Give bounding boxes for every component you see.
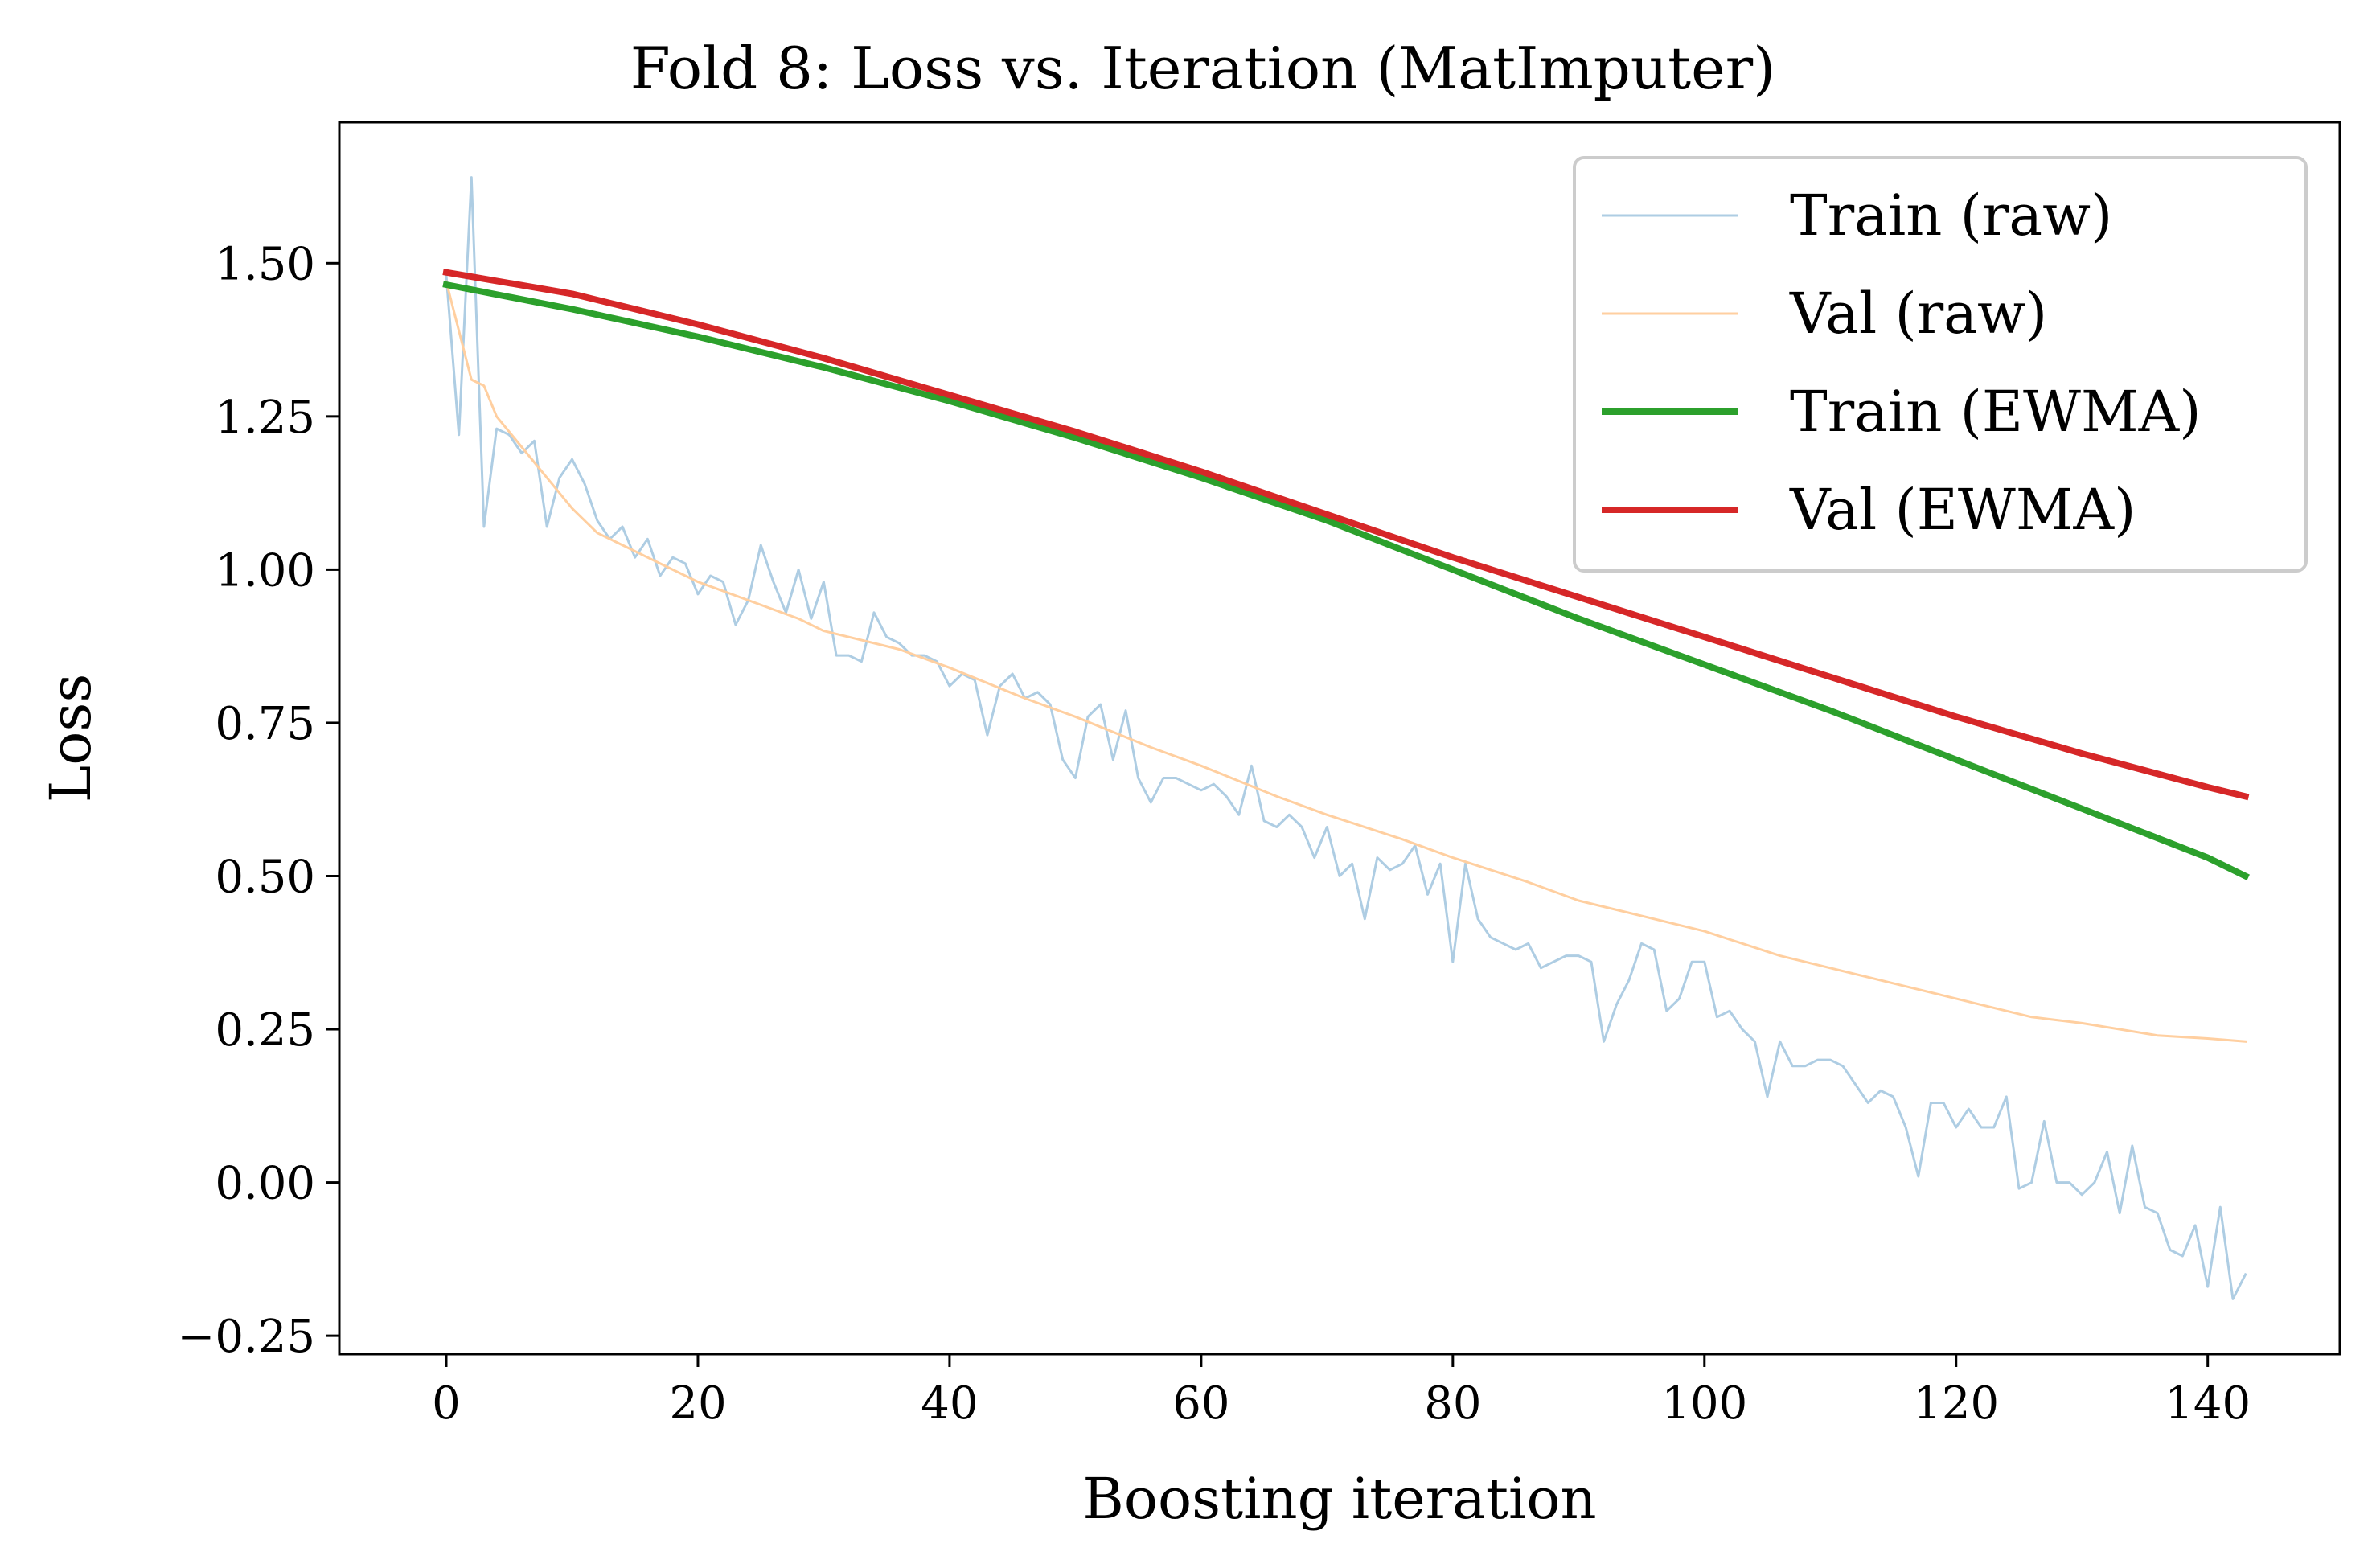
y-tick-label: 0.50 xyxy=(215,851,315,903)
y-tick-label: −0.25 xyxy=(177,1311,315,1363)
x-tick-label: 120 xyxy=(1913,1377,1999,1430)
y-tick-label: 1.50 xyxy=(215,238,315,290)
y-tick-label: 1.00 xyxy=(215,544,315,597)
x-tick-label: 0 xyxy=(432,1377,461,1430)
plot-area xyxy=(442,176,2250,1300)
legend-label: Train (raw) xyxy=(1790,183,2112,248)
x-axis-label: Boosting iteration xyxy=(1082,1466,1596,1532)
train-ewma-line xyxy=(442,281,2250,880)
y-tick-label: 0.75 xyxy=(215,698,315,750)
legend-label: Val (EWMA) xyxy=(1789,477,2136,543)
x-tick-label: 40 xyxy=(921,1377,978,1430)
x-tick-label: 60 xyxy=(1172,1377,1229,1430)
x-tick-label: 140 xyxy=(2165,1377,2251,1430)
val-raw-line xyxy=(445,280,2247,1043)
y-tick-label: 0.25 xyxy=(215,1004,315,1057)
train-raw-line xyxy=(445,176,2247,1300)
axes-frame xyxy=(338,121,2341,1356)
val-ewma-line xyxy=(442,269,2250,801)
legend-box xyxy=(1573,156,2308,573)
x-tick-label: 20 xyxy=(669,1377,726,1430)
x-tick-label: 100 xyxy=(1661,1377,1747,1430)
x-tick-label: 80 xyxy=(1424,1377,1481,1430)
y-tick-label: 1.25 xyxy=(215,392,315,444)
y-tick-label: 0.00 xyxy=(215,1158,315,1210)
legend-label: Val (raw) xyxy=(1789,281,2047,347)
legend-label: Train (EWMA) xyxy=(1790,379,2202,445)
legend: Train (raw) Val (raw) Train (EWMA) Val (EWM… xyxy=(1573,156,2308,573)
y-axis-label: Loss xyxy=(38,674,104,802)
chart-title: Fold 8: Loss vs. Iteration (MatImputer) xyxy=(630,35,1775,102)
